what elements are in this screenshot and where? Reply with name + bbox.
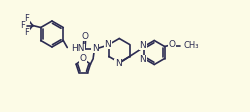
- Text: HN: HN: [71, 44, 85, 53]
- Text: O: O: [82, 32, 89, 41]
- Text: F: F: [24, 14, 29, 23]
- Text: N: N: [115, 59, 122, 68]
- Text: O: O: [80, 54, 87, 62]
- Text: N: N: [140, 41, 146, 50]
- Text: O: O: [168, 40, 175, 49]
- Text: N: N: [104, 40, 111, 49]
- Text: N: N: [140, 55, 146, 64]
- Text: CH₃: CH₃: [184, 41, 199, 50]
- Text: N: N: [92, 44, 99, 53]
- Text: F: F: [24, 28, 29, 37]
- Text: F: F: [20, 21, 25, 30]
